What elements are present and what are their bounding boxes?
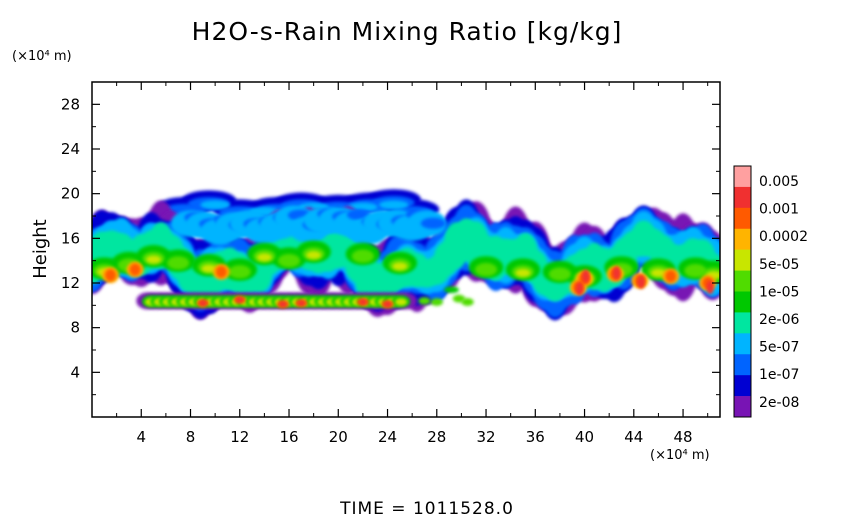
colorbar-swatch (734, 228, 751, 250)
x-unit-label: (×10⁴ m) (650, 448, 710, 463)
lower-band-fragment (418, 296, 431, 305)
x-tick-label: 16 (279, 428, 298, 446)
x-tick-label: 28 (427, 428, 446, 446)
lower-band-red (359, 299, 367, 305)
x-tick-label: 32 (476, 428, 495, 446)
y-unit-label: (×10⁴ m) (12, 49, 72, 64)
y-tick-label: 4 (70, 363, 80, 381)
colorbar-swatch (734, 333, 751, 355)
y-tick-label: 20 (61, 185, 80, 203)
yellow-green-core (146, 255, 161, 264)
yellow-green-core (651, 269, 666, 277)
anvil-core (200, 200, 230, 210)
light-green-core (684, 264, 707, 278)
x-tick-label: 8 (186, 428, 196, 446)
red-cell (637, 275, 645, 289)
colorbar-swatch (734, 270, 751, 292)
colorbar-label: 0.005 (759, 174, 799, 190)
orange-cell (215, 265, 227, 278)
light-green-core (351, 249, 374, 263)
y-tick-label: 24 (61, 140, 80, 158)
colorbar-label: 2e-08 (759, 395, 799, 411)
y-axis: 4 8 12 16 20 24 28 (61, 95, 720, 396)
colorbar-swatch (734, 375, 751, 397)
lower-band-red (297, 300, 306, 306)
anvil-core (378, 200, 409, 210)
lower-band-fragment (430, 298, 443, 306)
anvil-core (348, 202, 378, 212)
x-tick-label: 4 (136, 428, 146, 446)
red-cell (706, 280, 714, 295)
x-tick-label: 12 (230, 428, 249, 446)
red-cell (575, 281, 584, 296)
lower-band-fragment (444, 286, 459, 294)
lower-band-red (279, 301, 287, 308)
red-cell (582, 269, 590, 283)
time-footer: TIME = 1011528.0 (339, 499, 514, 519)
plot-frame (91, 81, 721, 418)
lower-band-red (199, 300, 207, 306)
red-cell (612, 266, 621, 280)
mid-fill-dark (420, 217, 446, 229)
light-green-core (228, 265, 251, 279)
yellow-green-core (515, 269, 531, 277)
y-tick-label: 8 (70, 319, 80, 337)
colorbar-swatch (734, 186, 751, 209)
y-tick-label: 28 (61, 95, 80, 113)
colorbar-swatch (734, 291, 751, 313)
y-tick-label: 16 (61, 229, 80, 247)
orange-cell (129, 263, 141, 276)
x-tick-label: 44 (624, 428, 643, 446)
light-green-core (167, 256, 190, 270)
x-axis: 4 8 12 16 20 24 28 32 36 40 44 48 (116, 82, 709, 446)
x-tick-label: 40 (575, 428, 594, 446)
orange-cell (104, 269, 117, 282)
yellow-green-core (257, 253, 272, 262)
colorbar-label: 0.001 (759, 202, 799, 218)
yellow-green-core (306, 251, 322, 259)
colorbar-label: 5e-05 (759, 257, 799, 273)
y-tick-label: 12 (61, 274, 80, 292)
yellow-green-core (201, 264, 217, 273)
x-tick-label: 48 (674, 428, 693, 446)
colorbar-label: 2e-06 (759, 312, 799, 328)
light-green-core (277, 253, 301, 268)
chart-title: H2O-s-Rain Mixing Ratio [kg/kg] (192, 17, 623, 46)
rain-field (92, 189, 720, 321)
colorbar-frame (733, 165, 752, 418)
colorbar-swatch (734, 396, 751, 418)
colorbar-swatch (734, 354, 751, 376)
colorbar-swatch (734, 166, 751, 188)
lower-band-fragment (461, 298, 474, 306)
x-tick-label: 24 (378, 428, 397, 446)
lower-band-yellow-green (394, 298, 408, 306)
colorbar-label: 1e-05 (759, 284, 799, 300)
colorbar-swatch (734, 249, 751, 271)
colorbar-swatch (734, 207, 751, 230)
colorbar: 0.005 0.001 0.0002 5e-05 1e-05 2e-06 5e-07 1e-0… (733, 165, 808, 418)
colorbar-label: 0.0002 (759, 229, 808, 245)
colorbar-swatch (734, 312, 751, 334)
light-green-core (474, 262, 498, 277)
lower-band-red (383, 301, 392, 308)
yellow-green-core (392, 262, 408, 271)
colorbar-label: 1e-07 (759, 367, 799, 383)
light-green-core (548, 267, 572, 281)
lower-band-red (236, 296, 244, 303)
colorbar-label: 5e-07 (759, 340, 799, 356)
x-tick-label: 36 (526, 428, 545, 446)
orange-cell (665, 270, 677, 283)
y-axis-label: Height (30, 219, 51, 279)
x-tick-label: 20 (329, 428, 348, 446)
